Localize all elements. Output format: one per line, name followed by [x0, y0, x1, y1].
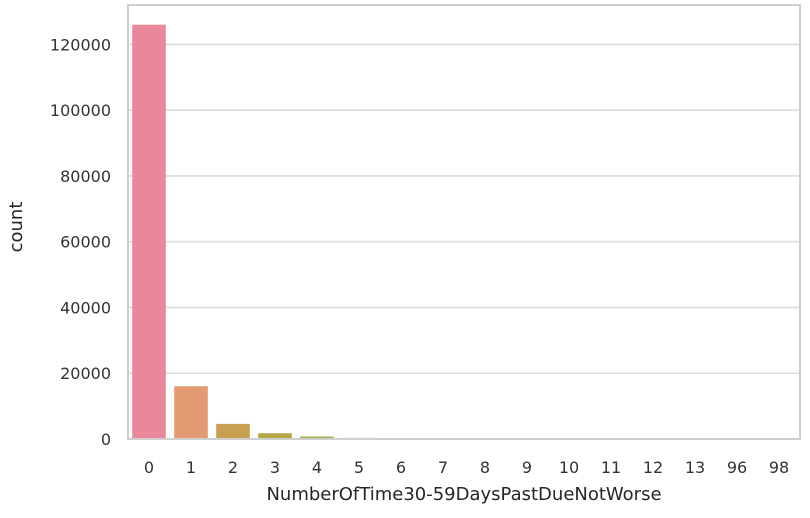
plot-background [128, 5, 800, 439]
x-tick-label: 1 [186, 458, 196, 477]
x-tick-labels: 0 1 2 3 4 5 6 7 8 9 10 11 12 13 96 98 [144, 458, 789, 477]
y-axis-label: count [6, 202, 27, 253]
bar-2 [216, 423, 250, 439]
y-tick-labels: 0 20000 40000 60000 80000 100000 120000 [50, 35, 111, 449]
x-tick-label: 7 [438, 458, 448, 477]
x-tick-label: 5 [354, 458, 364, 477]
x-tick-label: 3 [270, 458, 280, 477]
y-tick-label: 120000 [50, 35, 111, 54]
bar-1 [174, 386, 208, 439]
x-tick-label: 10 [559, 458, 579, 477]
x-tick-label: 4 [312, 458, 322, 477]
y-tick-label: 80000 [60, 167, 111, 186]
x-tick-label: 11 [601, 458, 621, 477]
plot-frame [127, 4, 801, 440]
y-tick-label: 40000 [60, 298, 111, 317]
x-tick-label: 12 [643, 458, 663, 477]
x-tick-label: 6 [396, 458, 406, 477]
x-tick-label: 98 [769, 458, 789, 477]
y-tick-label: 60000 [60, 233, 111, 252]
x-tick-label: 0 [144, 458, 154, 477]
x-tick-label: 96 [727, 458, 747, 477]
x-tick-label: 13 [685, 458, 705, 477]
bar-3 [258, 433, 292, 439]
x-tick-label: 2 [228, 458, 238, 477]
bar-4 [300, 436, 334, 439]
x-tick-label: 9 [522, 458, 532, 477]
x-axis-label: NumberOfTime30-59DaysPastDueNotWorse [266, 484, 661, 505]
y-tick-label: 0 [101, 430, 111, 449]
gridlines [128, 43, 800, 375]
y-tick-label: 20000 [60, 364, 111, 383]
bars [132, 24, 796, 439]
bar-0 [132, 24, 166, 439]
y-tick-label: 100000 [50, 101, 111, 120]
x-tick-label: 8 [480, 458, 490, 477]
